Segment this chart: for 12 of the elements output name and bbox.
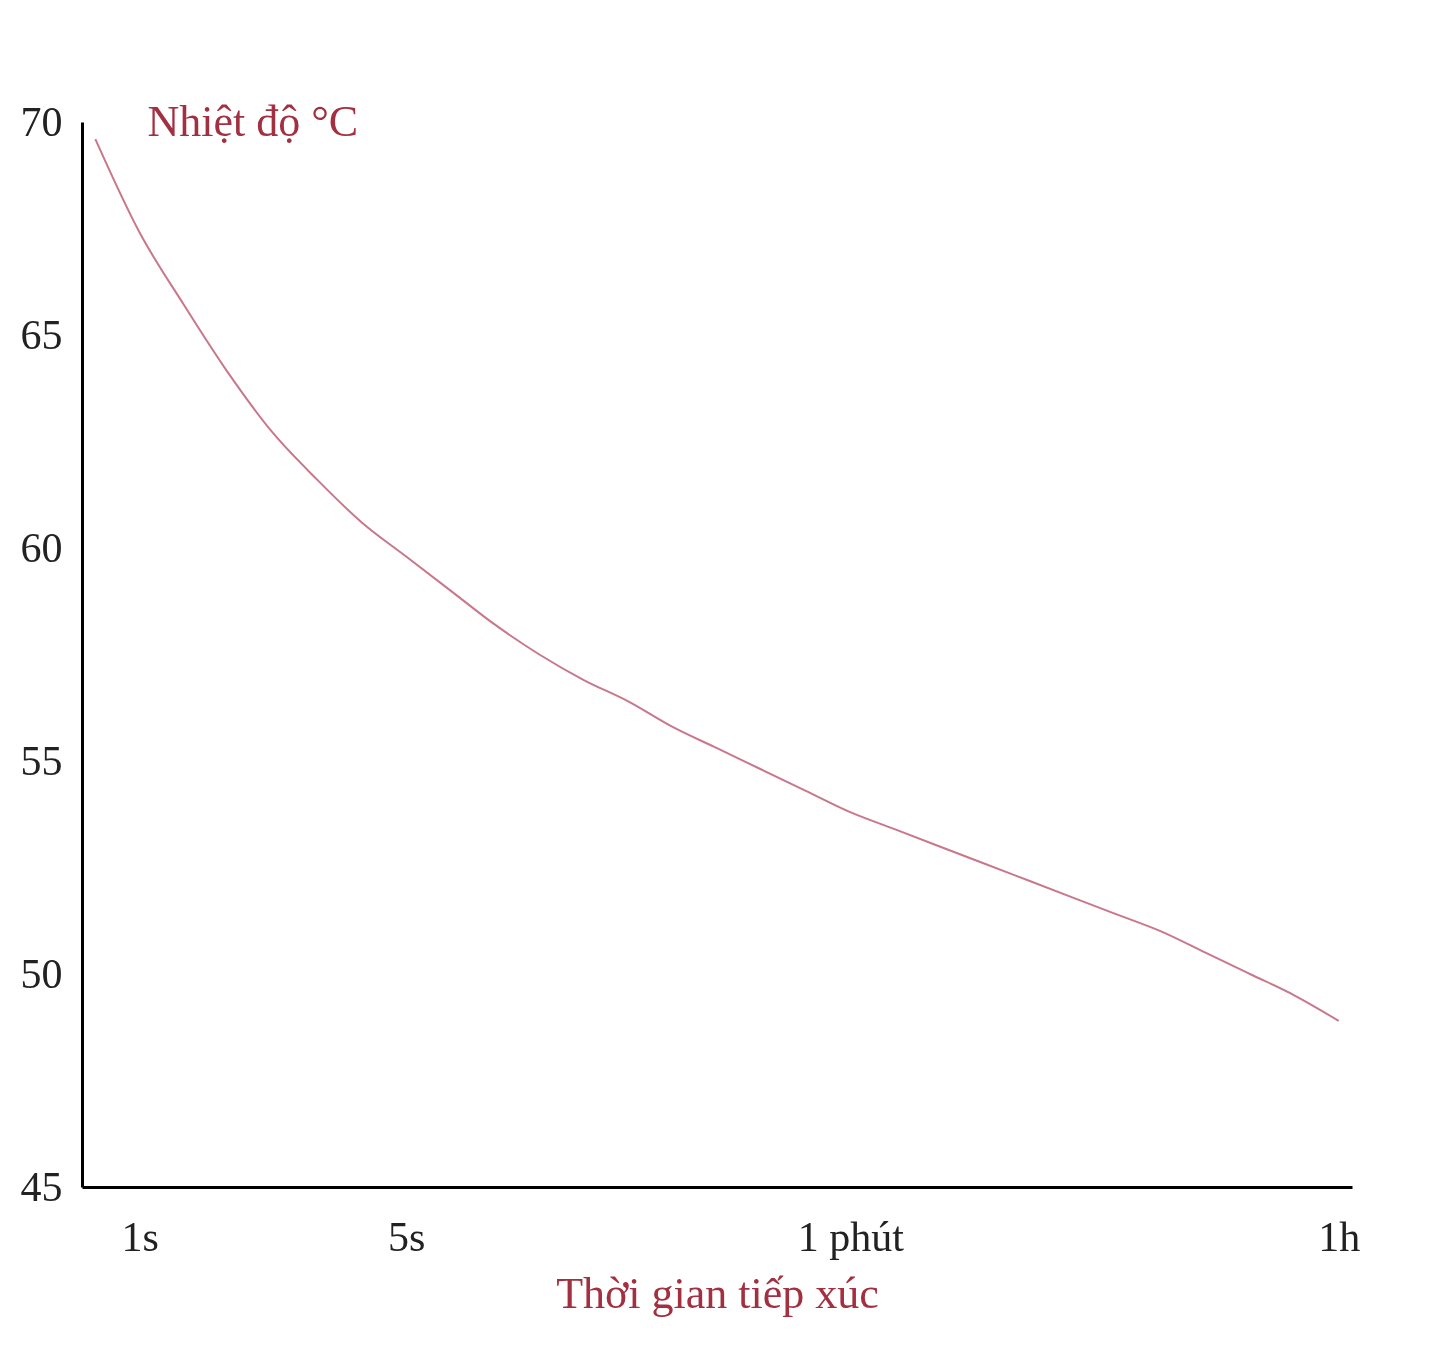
x-tick-label: 1h: [1318, 1213, 1361, 1260]
y-tick-label: 50: [20, 950, 63, 997]
x-axis-title: Thời gian tiếp xúc: [556, 1268, 879, 1318]
y-tick-label: 45: [20, 1163, 63, 1210]
y-axis-title: Nhiệt độ °C: [147, 96, 359, 146]
y-tick-label: 65: [20, 311, 63, 358]
y-tick-label: 70: [20, 98, 63, 145]
y-tick-label: 60: [20, 524, 63, 571]
x-tick-label: 1 phút: [797, 1213, 905, 1260]
y-tick-label: 55: [20, 737, 63, 784]
x-tick-label: 5s: [387, 1213, 426, 1260]
x-tick-label: 1s: [121, 1213, 159, 1260]
